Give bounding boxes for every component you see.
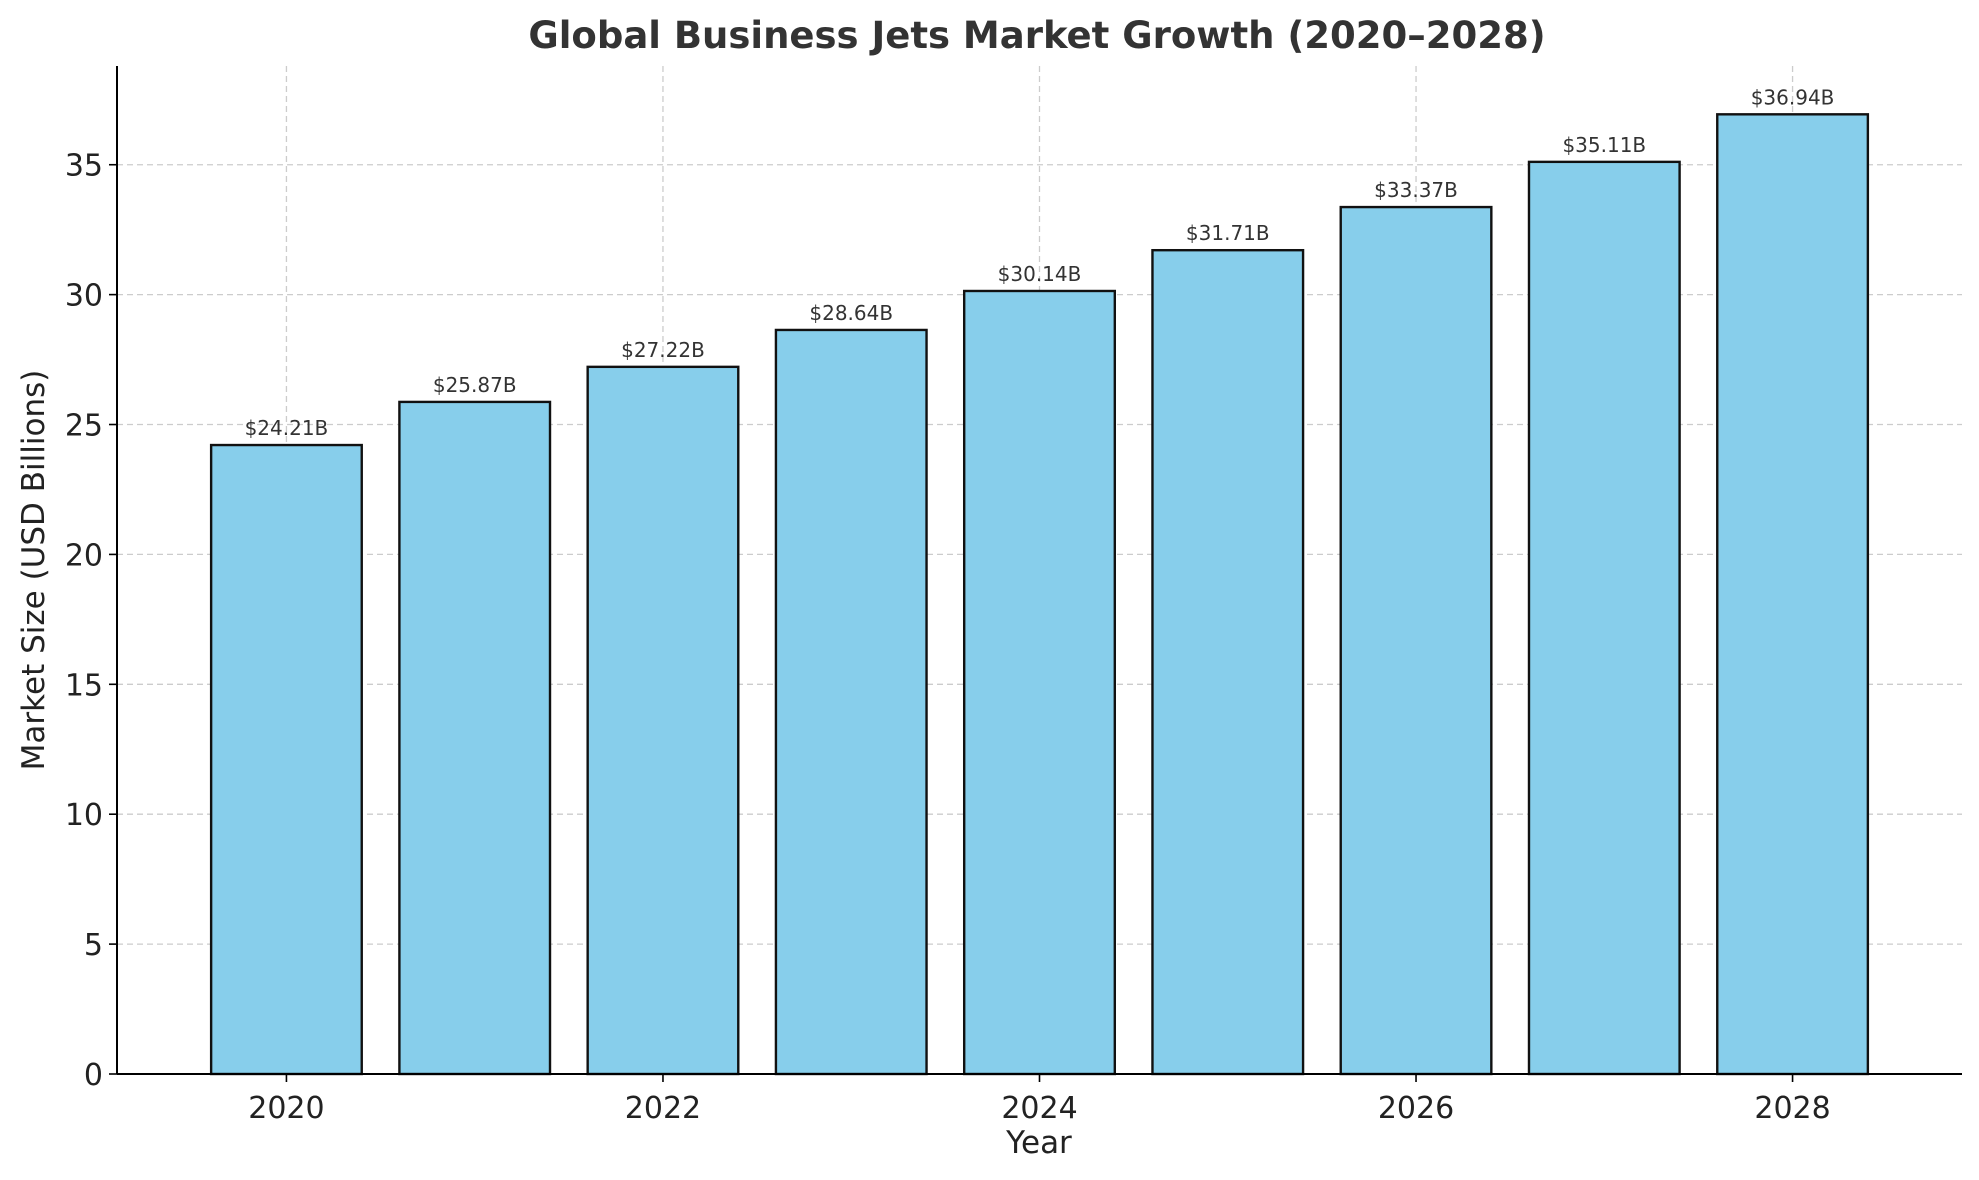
x-tick-label: 2024 (1001, 1091, 1077, 1126)
bar-2027 (1527, 160, 1681, 1076)
data-labels: $24.21B $25.87B $27.22B $28.64B $30.14B $31.7… (245, 85, 1835, 440)
x-tick-label: 2020 (248, 1091, 324, 1126)
data-label-2025: $31.71B (1186, 221, 1270, 245)
x-tick-label: 2022 (625, 1091, 701, 1126)
bar-2023 (774, 328, 928, 1076)
bar-2026 (1339, 205, 1493, 1076)
x-tick-label: 2028 (1754, 1091, 1830, 1126)
data-label-2026: $33.37B (1374, 178, 1458, 202)
bar-2024 (962, 289, 1117, 1076)
y-tick-label: 25 (65, 409, 103, 444)
y-tick-label: 5 (84, 928, 103, 963)
y-tick-label: 35 (65, 149, 103, 184)
data-label-2027: $35.11B (1562, 133, 1646, 157)
y-tick-label: 15 (65, 668, 103, 703)
data-label-2021: $25.87B (433, 373, 517, 397)
bar-2020 (209, 443, 363, 1076)
bar-2021 (398, 400, 552, 1076)
y-tick-label: 10 (65, 798, 103, 833)
data-label-2022: $27.22B (621, 338, 705, 362)
data-label-2024: $30.14B (998, 262, 1082, 286)
bar-2022 (586, 365, 740, 1076)
data-label-2028: $36.94B (1751, 85, 1835, 109)
data-label-2020: $24.21B (245, 416, 329, 440)
x-tick-label: 2026 (1378, 1091, 1454, 1126)
x-ticks: 2020 2022 2024 2026 2028 (248, 1074, 1831, 1126)
bar-2028 (1716, 113, 1870, 1076)
y-ticks: 0 5 10 15 20 25 30 35 (65, 149, 117, 1093)
data-label-2023: $28.64B (809, 301, 893, 325)
chart-title: Global Business Jets Market Growth (2020… (528, 14, 1545, 57)
x-axis-label: Year (1005, 1125, 1072, 1161)
y-tick-label: 20 (65, 538, 103, 573)
y-tick-label: 0 (84, 1058, 103, 1093)
y-tick-label: 30 (65, 279, 103, 314)
y-axis-label: Market Size (USD Billions) (16, 370, 52, 771)
bar-2025 (1151, 248, 1305, 1076)
